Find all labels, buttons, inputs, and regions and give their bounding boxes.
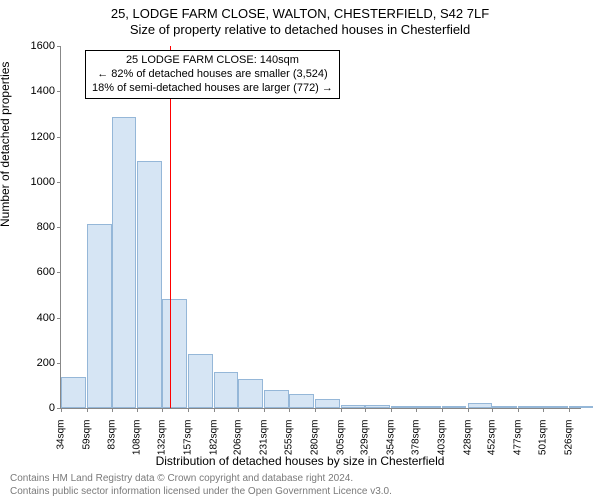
- histogram-bar: [289, 394, 314, 408]
- histogram-bar: [492, 406, 517, 408]
- x-axis-label: Distribution of detached houses by size …: [0, 454, 600, 468]
- histogram-bar: [162, 299, 187, 408]
- histogram-bar: [569, 406, 594, 408]
- annotation-box: 25 LODGE FARM CLOSE: 140sqm ← 82% of det…: [85, 50, 340, 99]
- histogram-bar: [341, 405, 366, 408]
- histogram-bar: [442, 406, 467, 408]
- histogram-bar: [112, 117, 137, 408]
- x-tick-mark: [492, 408, 493, 412]
- histogram-bar: [391, 406, 416, 408]
- y-tick-label: 1400: [31, 85, 61, 97]
- x-tick-mark: [391, 408, 392, 412]
- x-tick-mark: [543, 408, 544, 412]
- x-tick-mark: [518, 408, 519, 412]
- histogram-bar: [416, 406, 441, 408]
- x-tick-mark: [365, 408, 366, 412]
- footer-line-1: Contains HM Land Registry data © Crown c…: [10, 473, 590, 486]
- x-tick-mark: [289, 408, 290, 412]
- histogram-bar: [214, 372, 239, 408]
- y-tick-label: 600: [37, 266, 61, 278]
- histogram-bar: [468, 403, 493, 408]
- x-tick-mark: [214, 408, 215, 412]
- histogram-bar: [543, 406, 568, 408]
- chart-container: 25, LODGE FARM CLOSE, WALTON, CHESTERFIE…: [0, 0, 600, 500]
- y-tick-label: 0: [49, 402, 61, 414]
- x-tick-mark: [87, 408, 88, 412]
- histogram-bar: [365, 405, 390, 408]
- histogram-bar: [61, 377, 86, 408]
- y-tick-label: 400: [37, 312, 61, 324]
- y-tick-label: 1000: [31, 176, 61, 188]
- histogram-bar: [87, 224, 112, 408]
- histogram-bar: [188, 354, 213, 408]
- annotation-line-1: 25 LODGE FARM CLOSE: 140sqm: [92, 54, 333, 68]
- x-tick-mark: [569, 408, 570, 412]
- plot-area: 0200400600800100012001400160034sqm59sqm8…: [60, 46, 581, 409]
- x-tick-mark: [238, 408, 239, 412]
- y-tick-label: 1200: [31, 131, 61, 143]
- x-tick-mark: [61, 408, 62, 412]
- annotation-line-2: ← 82% of detached houses are smaller (3,…: [92, 68, 333, 82]
- reference-line: [170, 46, 171, 408]
- title-line-1: 25, LODGE FARM CLOSE, WALTON, CHESTERFIE…: [0, 6, 600, 21]
- footer-attribution: Contains HM Land Registry data © Crown c…: [10, 473, 590, 498]
- x-tick-mark: [341, 408, 342, 412]
- x-tick-mark: [315, 408, 316, 412]
- y-tick-label: 1600: [31, 40, 61, 52]
- title-line-2: Size of property relative to detached ho…: [0, 22, 600, 37]
- histogram-bar: [238, 379, 263, 408]
- annotation-line-3: 18% of semi-detached houses are larger (…: [92, 82, 333, 96]
- histogram-bar: [264, 390, 289, 408]
- x-tick-mark: [264, 408, 265, 412]
- x-tick-mark: [188, 408, 189, 412]
- x-tick-mark: [416, 408, 417, 412]
- y-tick-label: 200: [37, 357, 61, 369]
- x-tick-mark: [137, 408, 138, 412]
- footer-line-2: Contains public sector information licen…: [10, 486, 590, 499]
- x-tick-mark: [112, 408, 113, 412]
- y-axis-label: Number of detached properties: [0, 62, 12, 227]
- y-tick-label: 800: [37, 221, 61, 233]
- histogram-bar: [315, 399, 340, 408]
- x-tick-mark: [162, 408, 163, 412]
- histogram-bar: [518, 406, 543, 408]
- x-tick-mark: [442, 408, 443, 412]
- x-tick-mark: [468, 408, 469, 412]
- histogram-bar: [137, 161, 162, 408]
